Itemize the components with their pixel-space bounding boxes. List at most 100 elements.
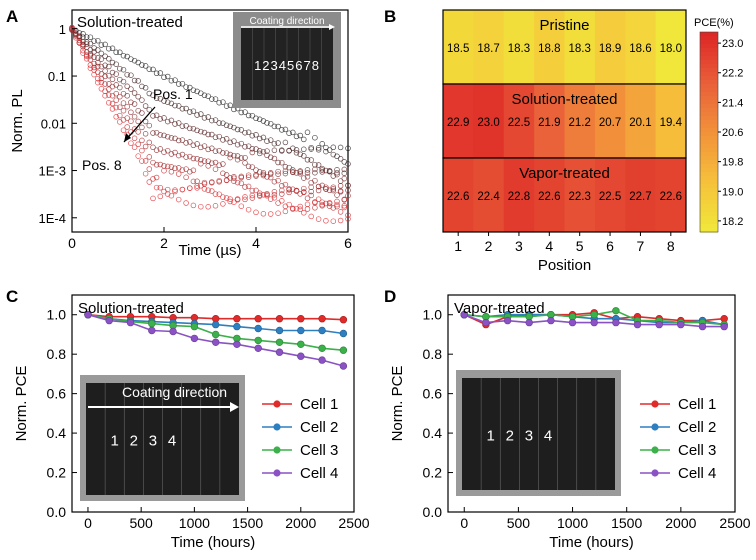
- decay-point: [253, 209, 259, 216]
- decay-point: [330, 173, 337, 179]
- decay-point: [146, 179, 153, 185]
- x-tick-label: 2500: [338, 515, 369, 531]
- decay-point: [72, 31, 79, 37]
- decay-point: [238, 155, 245, 161]
- decay-point: [231, 199, 237, 205]
- legend-label: Cell 3: [300, 442, 338, 459]
- heatmap-cell: [534, 84, 565, 159]
- x-axis-label: Position: [538, 257, 591, 274]
- decay-point: [245, 163, 252, 170]
- decay-point: [124, 71, 130, 78]
- decay-point: [290, 169, 296, 175]
- series-point: [148, 326, 156, 335]
- decay-point: [131, 77, 138, 84]
- decay-point: [142, 131, 149, 137]
- decay-point: [301, 175, 307, 181]
- decay-point: [117, 76, 123, 83]
- panel-c-solution-stability: 1 2 3 4 Coating direction Cell 1 Cell 2 Cell 3 C…: [13, 294, 370, 551]
- decay-point: [146, 106, 153, 113]
- decay-point: [290, 129, 296, 136]
- decay-point: [337, 217, 344, 224]
- cell-value: 18.8: [538, 43, 560, 55]
- colorbar-segment: [700, 212, 718, 217]
- decay-point: [106, 45, 112, 52]
- heatmap-cell: [534, 158, 565, 233]
- decay-point: [312, 177, 318, 184]
- decay-point: [242, 194, 248, 200]
- decay-point: [330, 151, 337, 158]
- decay-point: [95, 37, 101, 44]
- series-point: [460, 311, 468, 319]
- series-point: [212, 338, 220, 346]
- colorbar-segment: [700, 168, 718, 173]
- decay-point: [172, 165, 178, 172]
- decay-point: [238, 174, 245, 181]
- decay-point: [113, 104, 119, 111]
- decay-curves: [69, 24, 351, 224]
- colorbar-segment: [700, 200, 718, 205]
- colorbar-segment: [700, 128, 718, 133]
- legend-label: Cell 2: [300, 419, 338, 436]
- series-point: [233, 315, 241, 323]
- colorbar-segment: [700, 144, 718, 149]
- x-tick-label: 1500: [611, 515, 642, 531]
- decay-point: [308, 192, 314, 199]
- decay-point: [190, 202, 197, 209]
- decay-point: [323, 184, 329, 190]
- decay-point: [113, 71, 119, 77]
- decay-point: [120, 78, 127, 85]
- series-point: [297, 340, 305, 348]
- decay-point: [260, 148, 267, 155]
- decay-point: [146, 166, 153, 172]
- cell-value: 20.1: [629, 117, 651, 129]
- decay-point: [216, 133, 222, 140]
- decay-point: [183, 140, 189, 146]
- decay-point: [260, 192, 267, 198]
- colorbar-segment: [700, 152, 718, 157]
- decay-point: [139, 110, 145, 116]
- decay-point: [242, 144, 248, 150]
- decay-point: [323, 186, 329, 192]
- decay-point: [209, 179, 215, 185]
- decay-point: [256, 150, 263, 157]
- decay-point: [326, 147, 333, 153]
- decay-point: [135, 78, 141, 84]
- decay-point: [216, 191, 222, 197]
- decay-point: [293, 187, 300, 194]
- decay-point: [117, 65, 123, 72]
- decay-point: [150, 92, 156, 98]
- decay-point: [146, 154, 153, 160]
- colorbar-segment: [700, 108, 718, 113]
- x-tick-label: 6: [344, 235, 352, 251]
- decay-point: [216, 177, 222, 184]
- decay-point: [249, 146, 256, 152]
- decay-point: [337, 144, 344, 151]
- y-axis-label: Norm. PL: [9, 89, 26, 152]
- decay-point: [183, 154, 189, 160]
- decay-point: [194, 185, 200, 191]
- colorbar-segment: [700, 112, 718, 117]
- decay-point: [95, 79, 101, 86]
- decay-point: [172, 149, 178, 156]
- decay-point: [98, 56, 105, 62]
- series-point: [233, 340, 241, 348]
- series-point: [482, 318, 490, 327]
- decay-point: [161, 132, 167, 139]
- decay-point: [124, 83, 130, 90]
- decay-point: [330, 144, 337, 151]
- series-point: [148, 319, 156, 328]
- decay-point: [234, 196, 241, 202]
- colorbar-segment: [700, 96, 718, 101]
- decay-point: [345, 192, 351, 199]
- decay-point: [220, 194, 226, 200]
- y-tick-label: 0.4: [47, 425, 67, 441]
- y-tick-label: 0.2: [47, 465, 67, 481]
- decay-point: [172, 102, 178, 109]
- decay-point: [183, 123, 189, 129]
- decay-point: [220, 137, 226, 143]
- decay-point: [212, 191, 219, 197]
- decay-point: [238, 140, 245, 147]
- decay-point: [308, 146, 314, 152]
- decay-point: [212, 203, 219, 209]
- decay-point: [135, 141, 141, 148]
